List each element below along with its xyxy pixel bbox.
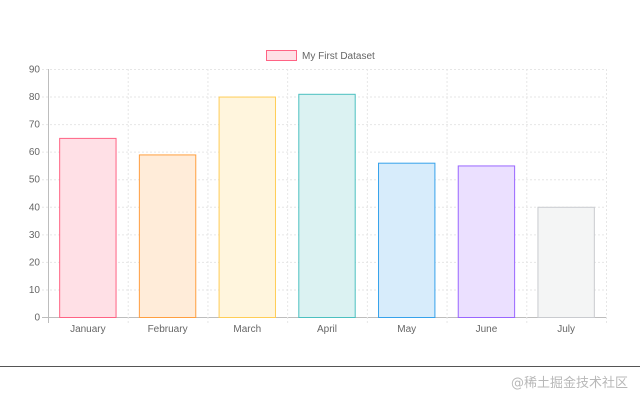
chart-legend[interactable]: My First Dataset [266,50,376,63]
y-tick-label: 50 [29,175,41,186]
bar-april[interactable] [298,93,356,318]
y-tick-label: 70 [29,120,41,131]
y-tick-label: 30 [29,230,41,241]
x-tick-label: June [476,324,498,335]
bar-may[interactable] [378,162,436,318]
chart-bars [59,93,595,318]
chart-axes: 0 10 20 30 40 50 60 70 80 90 January February March A… [29,65,575,336]
y-tick-label: 0 [34,313,40,324]
legend-swatch[interactable] [266,50,297,61]
y-tick-label: 60 [29,147,41,158]
watermark: @稀土掘金技术社区 [510,376,628,391]
y-tick-label: 90 [29,65,41,76]
x-tick-label: February [148,324,188,335]
y-tick-label: 10 [29,285,41,296]
y-tick-label: 80 [29,92,41,103]
bar-chart: 0 10 20 30 40 50 60 70 80 90 January February March A… [29,50,607,336]
bar-january[interactable] [59,137,117,318]
y-tick-label: 40 [29,202,41,213]
x-tick-label: March [233,324,261,335]
x-tick-label: January [70,324,106,335]
y-tick-label: 20 [29,257,41,268]
bar-march[interactable] [218,96,276,318]
bar-february[interactable] [138,154,197,318]
legend-label[interactable]: My First Dataset [302,51,375,62]
footer-divider [0,366,640,367]
bar-june[interactable] [457,165,516,318]
x-tick-label: July [557,324,575,335]
x-tick-label: May [397,324,416,335]
bar-july[interactable] [537,206,595,318]
x-tick-label: April [317,324,337,335]
